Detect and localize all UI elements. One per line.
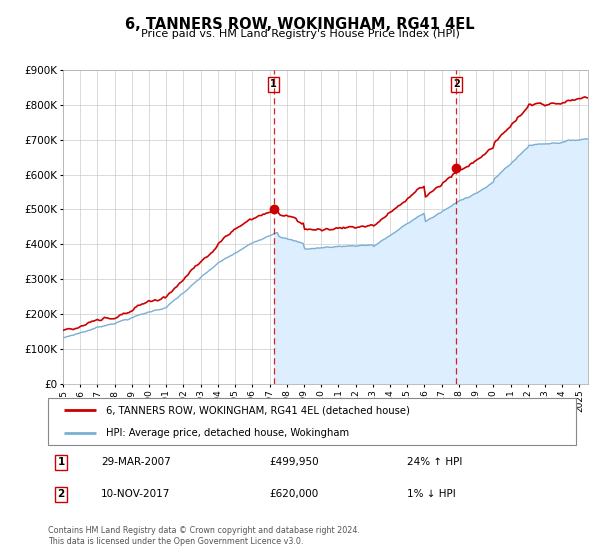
Text: 6, TANNERS ROW, WOKINGHAM, RG41 4EL (detached house): 6, TANNERS ROW, WOKINGHAM, RG41 4EL (det… — [106, 405, 410, 416]
Text: Contains HM Land Registry data © Crown copyright and database right 2024.
This d: Contains HM Land Registry data © Crown c… — [48, 526, 360, 546]
Text: Price paid vs. HM Land Registry's House Price Index (HPI): Price paid vs. HM Land Registry's House … — [140, 29, 460, 39]
Text: HPI: Average price, detached house, Wokingham: HPI: Average price, detached house, Woki… — [106, 428, 349, 438]
Text: 29-MAR-2007: 29-MAR-2007 — [101, 457, 170, 467]
Text: 6, TANNERS ROW, WOKINGHAM, RG41 4EL: 6, TANNERS ROW, WOKINGHAM, RG41 4EL — [125, 17, 475, 32]
Text: 2: 2 — [453, 79, 460, 89]
Text: £620,000: £620,000 — [270, 489, 319, 500]
Text: £499,950: £499,950 — [270, 457, 319, 467]
Text: 1: 1 — [58, 457, 65, 467]
Text: 24% ↑ HPI: 24% ↑ HPI — [407, 457, 463, 467]
Text: 1: 1 — [270, 79, 277, 89]
Text: 1% ↓ HPI: 1% ↓ HPI — [407, 489, 456, 500]
Text: 10-NOV-2017: 10-NOV-2017 — [101, 489, 170, 500]
Text: 2: 2 — [58, 489, 65, 500]
